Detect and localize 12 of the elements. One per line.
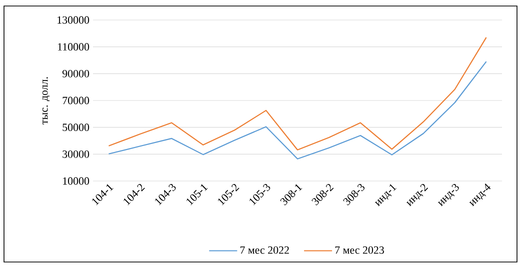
y-tick-label: 130000 bbox=[58, 16, 90, 24]
y-tick-label: 10000 bbox=[63, 177, 90, 185]
y-tick-label: 70000 bbox=[62, 96, 90, 104]
y-tick-label: 30000 bbox=[62, 150, 90, 158]
y-tick-label: 50000 bbox=[62, 124, 90, 132]
legend-label: 7 мес 2023 bbox=[335, 246, 384, 254]
legend-label: 7 мес 2022 bbox=[240, 246, 289, 254]
line-series bbox=[108, 36, 487, 150]
y-tick-label: 110000 bbox=[58, 43, 90, 51]
y-tick-label: 90000 bbox=[62, 70, 90, 78]
y-axis-title: тыс. долл. bbox=[42, 77, 50, 124]
line-series bbox=[108, 61, 487, 160]
